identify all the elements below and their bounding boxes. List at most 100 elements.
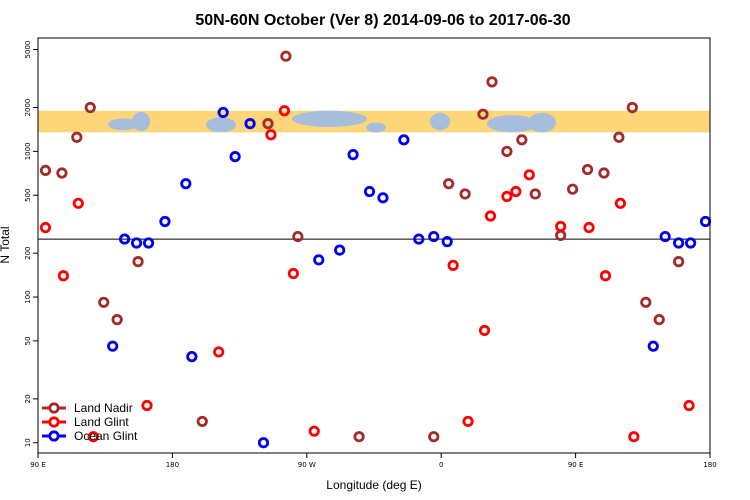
y-tick-label: 50	[24, 336, 32, 345]
land-glint-point	[628, 431, 640, 443]
y-tick-label: 200	[24, 246, 32, 259]
ocean-glint-point	[377, 192, 389, 204]
x-tick-label: 90 E	[30, 461, 46, 469]
y-axis-label: N Total	[0, 226, 12, 263]
x-tick-label: 180	[166, 461, 179, 469]
legend-label: Ocean Glint	[74, 429, 138, 443]
land-nadir-point	[71, 131, 83, 143]
ocean-glint-point	[441, 236, 453, 248]
x-axis-ticks: 90 E 180 90 W 0 90 E 180	[30, 453, 717, 469]
land-glint-point	[484, 210, 497, 222]
land-nadir-point	[516, 134, 528, 146]
land-nadir-point	[486, 76, 498, 88]
land-nadir-point	[56, 167, 68, 179]
land-glint-point	[510, 185, 522, 198]
y-tick-label: 5000	[24, 41, 32, 59]
land-nadir-point	[673, 256, 685, 268]
ocean-glint-point	[313, 254, 325, 266]
map-ocean-patch	[108, 118, 138, 131]
ocean-glint-point	[347, 149, 359, 161]
land-glint-point	[462, 415, 474, 428]
land-glint-point	[478, 324, 491, 337]
x-tick-label: 180	[703, 461, 716, 469]
land-glint-point	[265, 129, 277, 141]
ocean-glint-point	[699, 215, 712, 228]
plot-frame	[37, 37, 711, 454]
map-ocean-patch	[132, 111, 150, 132]
land-nadir-point	[132, 256, 144, 268]
map-ocean-patch	[430, 112, 450, 131]
legend-label: Land Glint	[74, 415, 129, 429]
y-tick-label: 500	[24, 189, 32, 202]
ocean-glint-point	[180, 178, 192, 190]
land-nadir-point	[39, 164, 52, 177]
ocean-glint-point	[142, 237, 155, 249]
land-glint-point	[555, 220, 567, 233]
x-tick-label: 90 W	[298, 461, 316, 469]
y-tick-label: 100	[24, 290, 32, 303]
map-ocean-patch	[366, 122, 386, 133]
map-ocean-patch	[487, 115, 537, 133]
land-nadir-point	[529, 188, 541, 200]
ocean-glint-point	[107, 340, 119, 352]
land-nadir-point	[581, 163, 594, 176]
land-glint-point	[599, 270, 612, 282]
y-axis-ticks: 10 20 50 100 200 500 1000 2000 5000	[24, 41, 38, 447]
map-ocean-patch	[528, 112, 556, 133]
land-nadir-point	[653, 314, 665, 326]
land-nadir-point	[111, 314, 123, 326]
chart-title: 50N-60N October (Ver 8) 2014-09-06 to 20…	[195, 12, 570, 29]
y-tick-label: 1000	[24, 142, 32, 160]
land-nadir-point	[555, 229, 567, 241]
ocean-glint-point	[684, 237, 697, 249]
land-glint-point	[278, 105, 290, 117]
ocean-glint-point	[363, 185, 376, 198]
land-nadir-point	[459, 188, 471, 200]
map-ocean-patch	[206, 117, 236, 133]
legend-item-land-nadir: Land Nadir	[42, 401, 133, 415]
map-ocean-patch	[292, 110, 367, 127]
land-nadir-point	[353, 431, 365, 443]
land-glint-point	[287, 267, 299, 280]
ocean-glint-point	[413, 233, 425, 245]
legend-item-land-glint: Land Glint	[42, 415, 129, 429]
legend-label: Land Nadir	[74, 401, 133, 415]
x-tick-label: 0	[439, 461, 443, 469]
ocean-glint-point	[257, 437, 270, 449]
ocean-glint-point	[398, 134, 410, 146]
land-glint-point	[141, 399, 153, 412]
legend-marker	[48, 402, 60, 414]
land-nadir-point	[477, 108, 489, 120]
land-nadir-point	[567, 183, 579, 195]
land-glint-point	[308, 425, 320, 437]
land-glint-point	[501, 190, 513, 203]
ocean-glint-point	[673, 237, 685, 249]
x-axis-label: Longitude (deg E)	[326, 478, 421, 492]
legend-marker	[48, 430, 60, 442]
land-nadir-point	[196, 415, 208, 428]
land-glint-point	[87, 431, 99, 443]
land-nadir-point	[613, 131, 625, 143]
land-nadir-point	[280, 50, 292, 62]
ocean-glint-point	[647, 340, 659, 352]
land-glint-point	[39, 221, 52, 234]
land-nadir-point	[598, 167, 610, 179]
ocean-glint-point	[659, 230, 671, 243]
land-glint-point	[523, 169, 535, 181]
land-nadir-point	[501, 145, 513, 157]
land-nadir-point	[262, 118, 274, 130]
land-glint-point	[72, 197, 84, 209]
ocean-glint-point	[334, 244, 346, 256]
land-glint-point	[447, 259, 459, 271]
ocean-glint-point	[159, 215, 171, 228]
land-glint-point	[683, 399, 695, 412]
land-glint-point	[614, 197, 627, 209]
ocean-glint-point	[244, 118, 256, 130]
land-glint-point	[583, 221, 595, 234]
data-points-layer	[39, 50, 712, 449]
y-tick-label: 10	[24, 438, 32, 447]
ocean-glint-point	[428, 230, 440, 243]
land-nadir-point	[84, 101, 96, 114]
land-glint-point	[57, 270, 69, 282]
